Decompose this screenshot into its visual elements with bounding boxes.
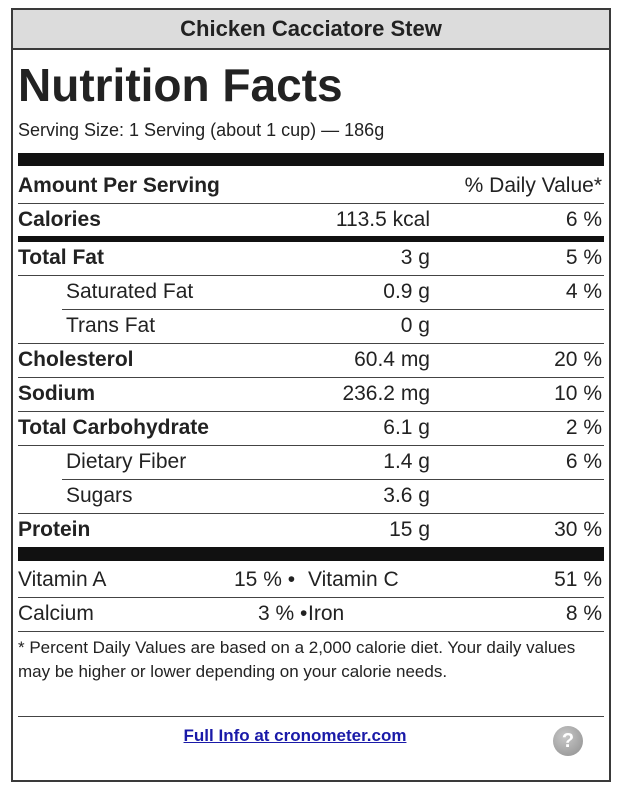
nutrient-row-total-carbohydrate: Total Carbohydrate 6.1 g 2 %: [18, 412, 604, 444]
nutrient-amount: 236.2 mg: [342, 382, 430, 405]
nutrient-row-cholesterol: Cholesterol 60.4 mg 20 %: [18, 344, 604, 376]
thick-divider: [18, 547, 604, 561]
nutrition-facts-heading: Nutrition Facts: [18, 59, 343, 111]
nutrient-row-sugars: Sugars 3.6 g: [18, 480, 604, 512]
recipe-title: Chicken Cacciatore Stew: [13, 10, 609, 50]
nutrient-dv: 6 %: [565, 208, 602, 231]
nutrient-amount: 0.9 g: [383, 280, 430, 303]
nutrient-row-dietary-fiber: Dietary Fiber 1.4 g 6 %: [18, 446, 604, 478]
vitamin-c-dv: 51 %: [554, 568, 602, 591]
nutrient-name: Sodium: [18, 382, 95, 405]
serving-size: Serving Size: 1 Serving (about 1 cup) — …: [18, 120, 385, 140]
divider: [18, 597, 604, 598]
nutrient-dv: 5 %: [565, 246, 602, 269]
nutrient-amount: 60.4 mg: [354, 348, 430, 371]
amount-header-row: Amount Per Serving % Daily Value*: [18, 170, 604, 202]
nutrient-dv: 2 %: [565, 416, 602, 439]
divider: [62, 479, 604, 480]
nutrient-row-trans-fat: Trans Fat 0 g: [18, 310, 604, 342]
nutrient-dv: 4 %: [565, 280, 602, 303]
nutrient-amount: 3 g: [400, 246, 430, 269]
divider: [18, 411, 604, 412]
nutrient-name: Cholesterol: [18, 348, 134, 371]
nutrient-amount: 113.5 kcal: [335, 208, 430, 231]
vitamin-row-1: Vitamin A 15 % • Vitamin C 51 %: [18, 564, 604, 596]
divider: [62, 309, 604, 310]
nutrient-amount: 1.4 g: [383, 450, 430, 473]
nutrient-name: Sugars: [66, 484, 133, 507]
divider: [18, 716, 604, 717]
nutrient-name: Saturated Fat: [66, 280, 194, 303]
vitamin-a-label: Vitamin A: [18, 568, 107, 591]
nutrient-name: Calories: [18, 208, 101, 231]
divider: [18, 631, 604, 632]
nutrient-row-calories: Calories 113.5 kcal 6 %: [18, 204, 604, 236]
nutrient-name: Trans Fat: [66, 314, 156, 337]
nutrient-dv: 10 %: [554, 382, 602, 405]
nutrient-row-total-fat: Total Fat 3 g 5 %: [18, 242, 604, 274]
nutrient-amount: 15 g: [389, 518, 430, 541]
nutrient-dv: 30 %: [554, 518, 602, 541]
nutrient-amount: 0 g: [400, 314, 430, 337]
nutrient-row-protein: Protein 15 g 30 %: [18, 514, 604, 546]
vitamin-c-label: Vitamin C: [308, 568, 399, 591]
divider: [18, 513, 604, 514]
vitamin-a-dv: 15 % •: [234, 568, 296, 591]
divider: [18, 445, 604, 446]
iron-label: Iron: [308, 602, 345, 625]
medium-divider: [18, 236, 604, 242]
full-info-link[interactable]: Full Info at cronometer.com: [183, 726, 407, 745]
nutrient-amount: 3.6 g: [383, 484, 430, 507]
divider: [18, 203, 604, 204]
nutrient-dv: 6 %: [565, 450, 602, 473]
divider: [18, 377, 604, 378]
thick-divider: [18, 153, 604, 166]
divider: [18, 275, 604, 276]
iron-dv: 8 %: [565, 602, 602, 625]
nutrient-name: Total Carbohydrate: [18, 416, 209, 439]
nutrient-name: Dietary Fiber: [66, 450, 187, 473]
nutrition-label: Chicken Cacciatore Stew: [11, 8, 611, 782]
nutrient-name: Total Fat: [18, 246, 104, 269]
nutrient-row-saturated-fat: Saturated Fat 0.9 g 4 %: [18, 276, 604, 308]
calcium-dv: 3 % •: [258, 602, 308, 625]
nutrient-row-sodium: Sodium 236.2 mg 10 %: [18, 378, 604, 410]
amount-per-serving-label: Amount Per Serving: [18, 174, 220, 197]
daily-value-header: % Daily Value*: [464, 174, 602, 197]
calcium-label: Calcium: [18, 602, 94, 625]
nutrient-dv: 20 %: [554, 348, 602, 371]
nutrient-amount: 6.1 g: [383, 416, 430, 439]
nutrient-name: Protein: [18, 518, 91, 541]
daily-value-footnote: * Percent Daily Values are based on a 2,…: [18, 638, 576, 681]
vitamin-row-2: Calcium 3 % • Iron 8 %: [18, 598, 604, 630]
question-mark-icon[interactable]: ?: [553, 726, 583, 756]
divider: [18, 343, 604, 344]
